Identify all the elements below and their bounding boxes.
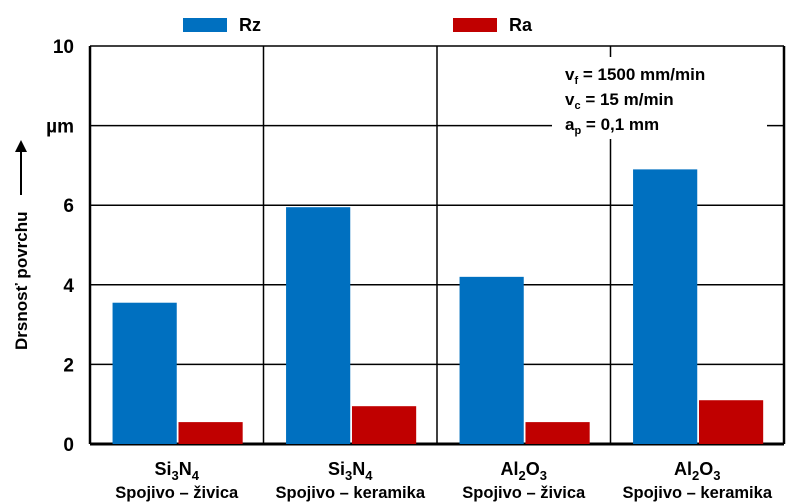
annotation-background <box>552 57 767 139</box>
cutting-parameters-annotation: vf = 1500 mm/min vc = 15 m/min ap = 0,1 mm <box>552 57 767 139</box>
y-axis-label-group: Drsnosť povrchu <box>12 140 31 350</box>
y-tick-label: 6 <box>63 196 74 217</box>
y-tick-labels: 0 2 4 6 µm 10 <box>46 37 74 456</box>
annotation-line: vc = 15 m/min <box>565 90 674 112</box>
legend-swatch-rz <box>183 18 227 32</box>
bar-rz-3 <box>459 276 524 444</box>
y-axis-arrow-head <box>15 140 27 152</box>
bar-rz-4 <box>633 169 698 444</box>
x-tick-formula: Si3N4 <box>155 459 200 483</box>
y-tick-label: µm <box>46 117 74 138</box>
x-tick-binder: Spojivo – keramika <box>623 484 773 502</box>
legend-label-rz: Rz <box>239 15 261 35</box>
bar-ra-4 <box>698 400 764 444</box>
bar-ra-1 <box>178 422 243 444</box>
y-tick-label: 4 <box>63 276 74 297</box>
y-tick-label: 10 <box>53 37 74 58</box>
y-axis-label: Drsnosť povrchu <box>12 212 31 351</box>
annotation-line: ap = 0,1 mm <box>565 115 659 137</box>
x-tick-binder: Spojivo – živica <box>115 484 239 502</box>
x-tick-formula: Si3N4 <box>328 459 373 483</box>
bar-ra-2 <box>351 406 417 444</box>
bar-ra-3 <box>525 422 590 444</box>
x-tick-binder: Spojivo – keramika <box>276 484 426 502</box>
y-tick-label: 2 <box>63 355 74 376</box>
bars <box>112 169 764 444</box>
x-tick-formula: Al2O3 <box>501 459 547 483</box>
legend: Rz Ra <box>183 15 533 35</box>
legend-swatch-ra <box>453 18 497 32</box>
x-tick-formula: Al2O3 <box>674 459 720 483</box>
annotation-line: vf = 1500 mm/min <box>565 65 705 87</box>
bar-rz-2 <box>286 207 351 444</box>
y-tick-label: 0 <box>63 435 74 456</box>
bar-rz-1 <box>112 302 177 444</box>
x-tick-binder: Spojivo – živica <box>462 484 586 502</box>
legend-label-ra: Ra <box>509 15 533 35</box>
